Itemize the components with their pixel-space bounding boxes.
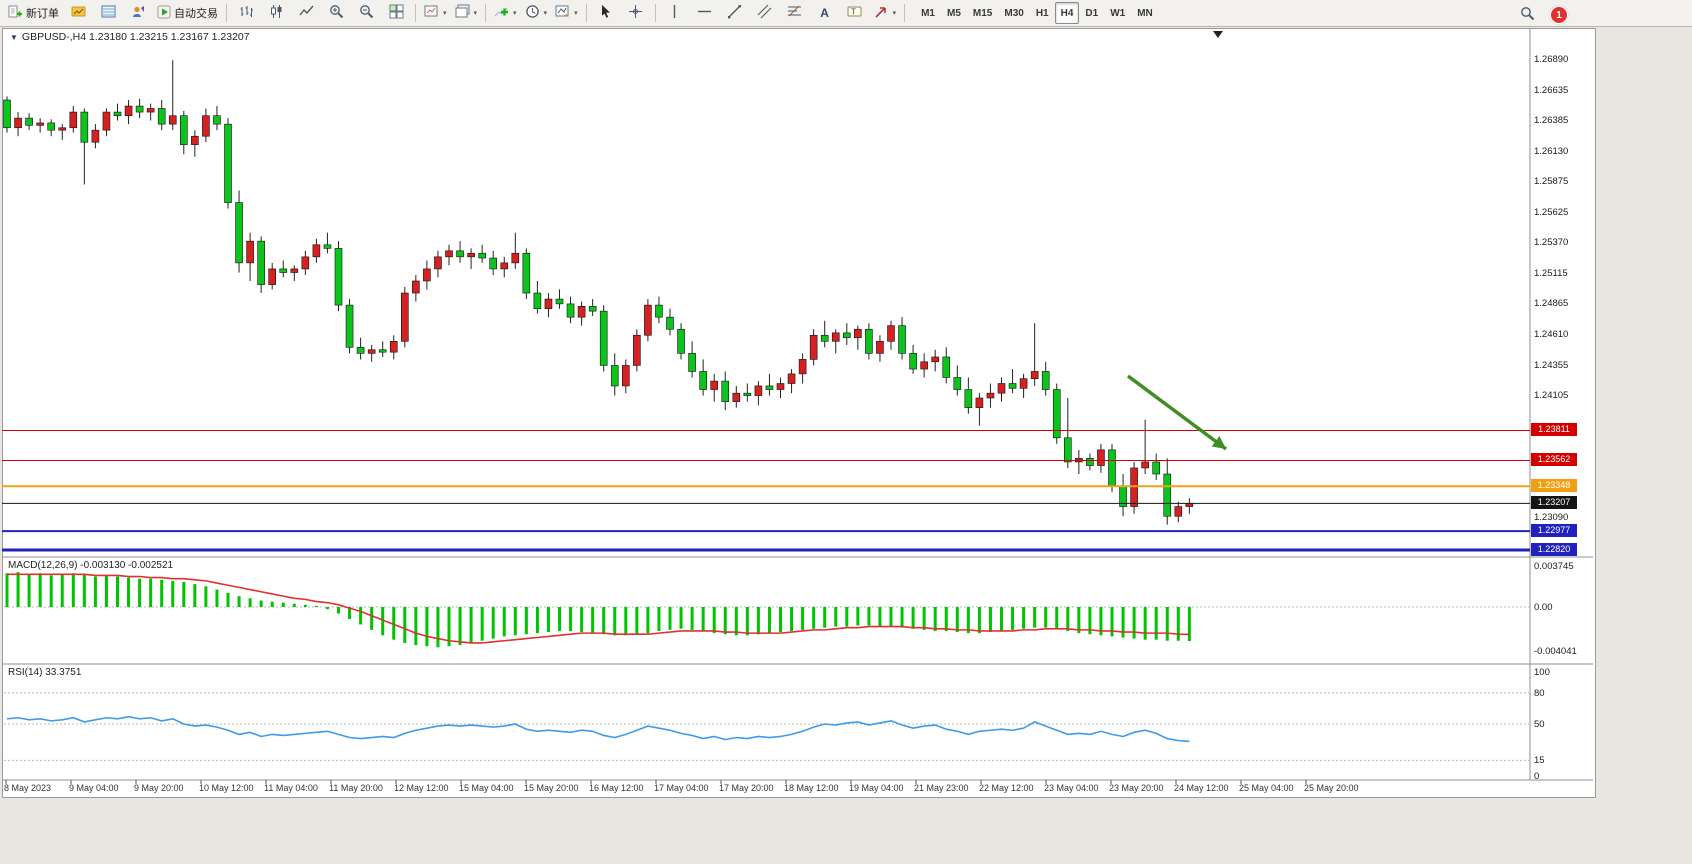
label-button[interactable]: T (840, 1, 870, 25)
zoom-in-button[interactable] (321, 1, 351, 25)
templates-button[interactable]: ▾ (551, 1, 582, 25)
cursor-icon (598, 4, 613, 22)
data-window-button[interactable] (93, 1, 123, 25)
timeframe-m30-button[interactable]: M30 (1004, 7, 1024, 19)
timeframe-h1-button[interactable]: H1 (1035, 7, 1049, 19)
horizontal-line-button[interactable] (690, 1, 720, 25)
symbol-dropdown-icon[interactable]: ▼ (10, 32, 18, 42)
cursor-button[interactable] (591, 1, 621, 25)
toolbar-separator (485, 4, 487, 22)
timeframe-w1-button[interactable]: W1 (1110, 7, 1126, 19)
bar-chart-icon (239, 4, 254, 22)
chevron-down-icon: ▾ (473, 10, 478, 17)
chevron-down-icon: ▾ (443, 10, 447, 17)
timeframe-m1-button[interactable]: M1 (921, 7, 935, 19)
candlestick-chart-button[interactable] (261, 1, 291, 25)
zoom-out-icon (359, 4, 374, 22)
new-order-label: 新订单 (26, 8, 59, 20)
toolbar: 新订单 自动交易 (0, 0, 1692, 27)
timeframe-h4-button[interactable]: H4 (1054, 2, 1080, 24)
candlestick-chart-icon (269, 4, 284, 22)
profiles-icon (455, 4, 470, 22)
chart-canvas[interactable] (2, 28, 1596, 798)
vertical-line-icon (667, 4, 682, 22)
templates-icon (555, 4, 570, 22)
macd-label: MACD(12,26,9) -0.003130 -0.002521 (8, 560, 174, 571)
notification-badge[interactable]: 1 (1550, 6, 1568, 24)
timeframe-m15-button[interactable]: M15 (972, 7, 993, 19)
chevron-down-icon: ▾ (513, 10, 517, 17)
new-order-button[interactable]: 新订单 (4, 1, 63, 25)
symbol-ohlc-text: GBPUSD-,H4 1.23180 1.23215 1.23167 1.232… (21, 31, 250, 43)
search-button[interactable] (1512, 3, 1542, 27)
toolbar-separator (226, 4, 227, 22)
svg-text:T: T (851, 8, 856, 17)
trendline-icon (727, 4, 742, 22)
auto-trading-icon (157, 5, 171, 22)
chevron-down-icon: ▾ (892, 10, 897, 17)
chevron-down-icon: ▾ (543, 10, 548, 17)
arrows-button[interactable]: ▾ (870, 1, 901, 25)
zoom-out-button[interactable] (351, 1, 381, 25)
market-watch-button[interactable] (63, 1, 93, 25)
new-chart-icon (424, 4, 439, 22)
label-icon: T (847, 4, 862, 22)
line-chart-button[interactable] (291, 1, 321, 25)
indicators-button[interactable]: ▾ (490, 1, 521, 25)
toolbar-separator (904, 4, 906, 22)
chart-title: ▼ GBPUSD-,H4 1.23180 1.23215 1.23167 1.2… (10, 31, 250, 43)
periods-icon (525, 4, 540, 22)
horizontal-line-icon (697, 4, 712, 22)
zoom-in-icon (329, 4, 344, 22)
text-button[interactable]: A (810, 1, 840, 25)
vertical-line-button[interactable] (660, 1, 690, 25)
tile-windows-button[interactable] (381, 1, 411, 25)
timeframe-mn-button[interactable]: MN (1137, 7, 1153, 19)
chevron-down-icon: ▾ (574, 10, 578, 17)
fibonacci-button[interactable] (780, 1, 810, 25)
toolbar-right-group: 1 (1512, 3, 1568, 27)
channel-button[interactable] (750, 1, 780, 25)
navigator-icon (131, 4, 146, 22)
channel-icon (757, 4, 772, 22)
auto-trading-button[interactable]: 自动交易 (153, 1, 222, 25)
timeframe-m5-button[interactable]: M5 (947, 7, 961, 19)
arrows-icon (874, 4, 889, 22)
toolbar-separator (585, 4, 587, 22)
market-watch-icon (71, 4, 86, 22)
toolbar-separator (654, 4, 656, 22)
search-icon (1520, 6, 1535, 24)
navigator-button[interactable] (123, 1, 153, 25)
tile-windows-icon (389, 4, 404, 22)
new-order-icon (8, 4, 23, 22)
timeframe-d1-button[interactable]: D1 (1085, 7, 1099, 19)
profiles-button[interactable]: ▾ (451, 1, 482, 25)
timeframe-group: M1 M5 M15 M30 H1 H4 D1 W1 MN (915, 2, 1159, 24)
auto-trading-label: 自动交易 (174, 8, 218, 20)
crosshair-button[interactable] (621, 1, 651, 25)
fibonacci-icon (787, 4, 802, 22)
new-chart-button[interactable]: ▾ (420, 1, 451, 25)
periods-button[interactable]: ▾ (521, 1, 552, 25)
data-window-icon (101, 4, 116, 22)
rsi-label: RSI(14) 33.3751 (8, 667, 82, 678)
line-chart-icon (298, 4, 314, 22)
text-icon: A (820, 6, 829, 20)
bar-chart-button[interactable] (231, 1, 261, 25)
trendline-button[interactable] (720, 1, 750, 25)
toolbar-separator (415, 4, 416, 22)
crosshair-icon (628, 4, 643, 22)
indicators-icon (494, 4, 509, 22)
